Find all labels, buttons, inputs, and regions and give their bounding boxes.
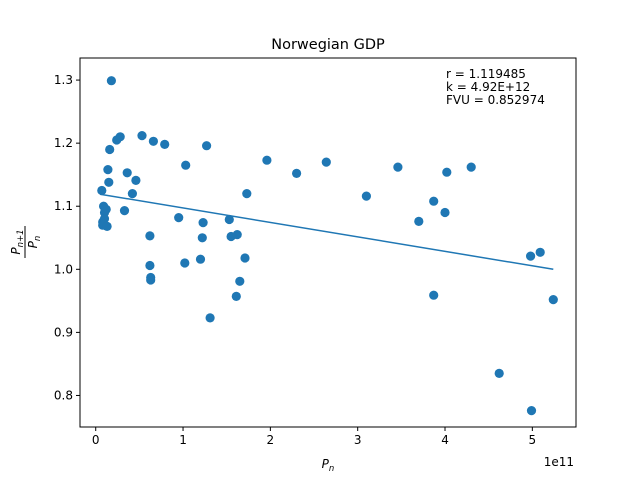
x-tick-label-3: 3 bbox=[354, 433, 362, 447]
y-tick-label-2: 1.0 bbox=[54, 262, 73, 276]
data-point-25 bbox=[174, 213, 184, 223]
data-point-53 bbox=[526, 406, 537, 416]
data-point-35 bbox=[231, 291, 241, 301]
regression-line bbox=[99, 193, 554, 271]
data-point-10 bbox=[105, 144, 115, 155]
x-offset-label: 1e11 bbox=[544, 455, 574, 469]
data-point-5 bbox=[99, 214, 110, 224]
annotation-fvu: FVU = 0.852974 bbox=[446, 93, 545, 107]
y-tick-label-0: 0.8 bbox=[54, 388, 73, 402]
data-point-22 bbox=[146, 275, 156, 285]
data-point-46 bbox=[429, 196, 439, 206]
data-point-33 bbox=[224, 214, 234, 225]
data-point-19 bbox=[145, 231, 155, 241]
x-axis-ticks: 0 1 2 3 4 5 bbox=[92, 427, 536, 447]
plot-area bbox=[80, 58, 576, 427]
data-point-0 bbox=[97, 185, 107, 196]
points-layer bbox=[97, 76, 558, 416]
data-point-18 bbox=[137, 131, 147, 141]
data-point-13 bbox=[115, 132, 125, 142]
data-point-48 bbox=[440, 207, 450, 218]
data-point-23 bbox=[148, 136, 158, 146]
data-point-6 bbox=[101, 204, 111, 214]
data-point-43 bbox=[361, 191, 371, 201]
data-point-50 bbox=[466, 162, 476, 172]
data-point-45 bbox=[414, 216, 424, 226]
data-point-11 bbox=[106, 76, 116, 86]
x-tick-label-0: 0 bbox=[92, 433, 100, 447]
data-point-30 bbox=[198, 218, 208, 228]
data-point-7 bbox=[102, 221, 112, 231]
data-point-8 bbox=[103, 165, 113, 175]
data-point-44 bbox=[393, 162, 403, 172]
data-point-52 bbox=[526, 251, 536, 261]
chart-title: Norwegian GDP bbox=[271, 37, 385, 53]
x-tick-label-1: 1 bbox=[179, 433, 187, 447]
data-point-40 bbox=[262, 155, 272, 165]
data-point-41 bbox=[292, 168, 302, 178]
data-point-47 bbox=[429, 290, 439, 300]
data-point-17 bbox=[131, 175, 141, 185]
data-point-36 bbox=[232, 230, 242, 240]
y-tick-label-4: 1.2 bbox=[54, 136, 73, 150]
data-point-32 bbox=[205, 313, 215, 323]
x-tick-label-5: 5 bbox=[529, 433, 537, 447]
plot-frame bbox=[79, 57, 577, 428]
y-tick-label-5: 1.3 bbox=[54, 73, 73, 87]
x-tick-label-2: 2 bbox=[267, 433, 275, 447]
data-point-31 bbox=[202, 141, 212, 151]
data-point-24 bbox=[160, 139, 170, 149]
x-tick-label-4: 4 bbox=[441, 433, 449, 447]
y-tick-label-1: 0.9 bbox=[54, 325, 73, 339]
data-point-28 bbox=[195, 254, 206, 264]
data-point-55 bbox=[548, 295, 558, 305]
data-point-42 bbox=[321, 157, 331, 167]
data-point-39 bbox=[242, 189, 252, 199]
data-point-15 bbox=[122, 168, 132, 178]
fit-layer bbox=[99, 193, 554, 271]
data-point-16 bbox=[127, 189, 137, 199]
data-point-51 bbox=[494, 368, 504, 378]
data-point-29 bbox=[197, 233, 207, 243]
data-point-38 bbox=[240, 253, 250, 263]
data-point-37 bbox=[235, 276, 245, 286]
annotation-r: r = 1.119485 bbox=[446, 67, 526, 81]
data-point-26 bbox=[180, 258, 190, 268]
annotation-k: k = 4.92E+12 bbox=[446, 80, 530, 94]
data-point-9 bbox=[104, 177, 114, 187]
data-point-20 bbox=[145, 260, 155, 271]
data-point-27 bbox=[181, 160, 191, 170]
data-point-14 bbox=[119, 206, 130, 216]
data-point-54 bbox=[535, 247, 545, 257]
data-point-49 bbox=[442, 167, 452, 177]
y-axis-ticks: 0.8 0.9 1.0 1.1 1.2 1.3 bbox=[54, 73, 80, 402]
y-tick-label-3: 1.1 bbox=[54, 199, 73, 213]
